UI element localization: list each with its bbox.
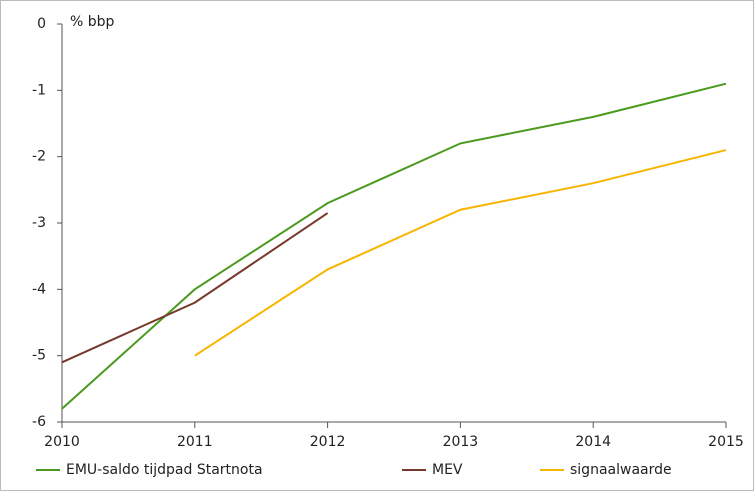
y-tick-label: -5	[32, 348, 46, 364]
y-tick-label: 0	[37, 16, 46, 32]
series-line	[61, 82, 727, 410]
y-tick-label: -6	[32, 414, 46, 430]
y-tick-label: -2	[32, 149, 46, 165]
x-tick-label: 2014	[575, 434, 611, 450]
y-axis-label: % bbp	[70, 14, 115, 30]
x-tick-label: 2010	[44, 434, 80, 450]
legend-label: MEV	[432, 462, 463, 478]
series-line	[194, 149, 727, 357]
legend-label: EMU-saldo tijdpad Startnota	[66, 462, 263, 478]
series-line	[61, 212, 329, 364]
y-tick-label: -4	[32, 281, 46, 297]
legend-label: signaalwaarde	[570, 462, 672, 478]
y-tick-label: -3	[32, 215, 46, 231]
x-tick-label: 2013	[443, 434, 479, 450]
x-tick-label: 2015	[708, 434, 744, 450]
x-tick-label: 2012	[310, 434, 346, 450]
y-tick-label: -1	[32, 82, 46, 98]
x-tick-label: 2011	[177, 434, 213, 450]
